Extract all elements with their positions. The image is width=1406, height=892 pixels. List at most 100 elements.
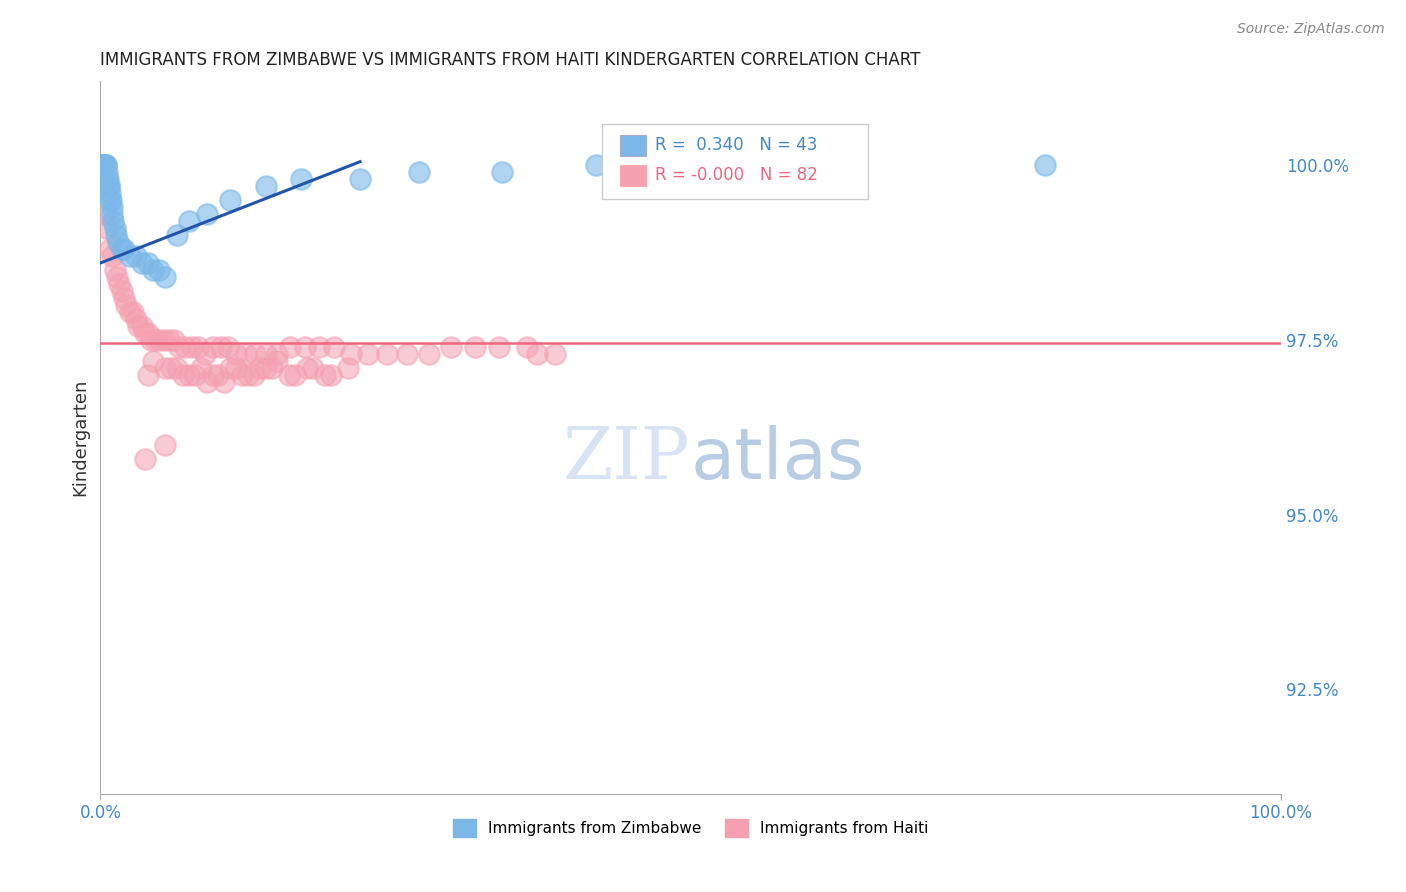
Point	[207, 368, 229, 382]
Point	[585, 158, 607, 172]
Point	[162, 333, 184, 347]
Point	[96, 172, 118, 186]
Y-axis label: Kindergarten: Kindergarten	[72, 379, 89, 496]
Point	[339, 347, 361, 361]
Legend: Immigrants from Zimbabwe, Immigrants from Haiti: Immigrants from Zimbabwe, Immigrants fro…	[447, 813, 934, 844]
Point	[131, 256, 153, 270]
Point	[169, 340, 191, 354]
Point	[142, 354, 165, 368]
Point	[214, 375, 236, 389]
Point	[155, 438, 177, 452]
Point	[110, 242, 132, 256]
Text: R =  0.340   N = 43: R = 0.340 N = 43	[655, 136, 818, 154]
Point	[91, 158, 114, 172]
Point	[319, 368, 342, 382]
Point	[225, 360, 247, 375]
Point	[488, 340, 510, 354]
Point	[108, 277, 131, 291]
Point	[91, 158, 114, 172]
Point	[166, 360, 188, 375]
Point	[195, 207, 218, 221]
Point	[219, 360, 242, 375]
Point	[209, 340, 232, 354]
Point	[266, 347, 288, 361]
Text: atlas: atlas	[690, 425, 865, 493]
Point	[103, 214, 125, 228]
Point	[295, 360, 318, 375]
Point	[243, 347, 266, 361]
Point	[153, 333, 176, 347]
Point	[314, 368, 336, 382]
Point	[290, 172, 312, 186]
FancyBboxPatch shape	[620, 135, 645, 156]
Text: R = -0.000   N = 82: R = -0.000 N = 82	[655, 167, 818, 185]
Point	[190, 360, 212, 375]
Point	[100, 193, 122, 207]
Point	[142, 263, 165, 277]
Point	[105, 270, 128, 285]
Point	[184, 368, 207, 382]
Text: ZIP: ZIP	[564, 424, 690, 494]
Point	[103, 221, 125, 235]
Point	[396, 347, 419, 361]
Point	[544, 347, 567, 361]
Point	[177, 214, 200, 228]
Point	[254, 179, 277, 194]
Point	[125, 249, 148, 263]
Point	[266, 354, 288, 368]
Point	[302, 360, 325, 375]
Point	[375, 347, 398, 361]
Point	[195, 375, 218, 389]
Point	[139, 333, 162, 347]
Point	[243, 368, 266, 382]
Point	[91, 158, 114, 172]
Point	[136, 256, 159, 270]
Point	[408, 165, 430, 179]
Point	[98, 242, 121, 256]
Point	[122, 305, 145, 319]
Point	[104, 228, 127, 243]
Point	[98, 179, 121, 194]
Point	[110, 284, 132, 298]
Point	[177, 368, 200, 382]
Point	[96, 221, 118, 235]
Point	[134, 326, 156, 340]
Point	[131, 318, 153, 333]
Point	[194, 347, 217, 361]
Point	[172, 368, 194, 382]
Point	[254, 347, 277, 361]
Point	[235, 347, 257, 361]
Point	[100, 200, 122, 214]
Point	[236, 368, 259, 382]
Point	[155, 360, 177, 375]
Point	[201, 368, 224, 382]
Point	[166, 228, 188, 243]
Point	[148, 263, 170, 277]
Point	[294, 340, 316, 354]
Point	[93, 158, 115, 172]
Point	[249, 360, 271, 375]
Point	[284, 368, 307, 382]
Point	[225, 347, 247, 361]
Text: Source: ZipAtlas.com: Source: ZipAtlas.com	[1237, 22, 1385, 37]
Point	[115, 298, 138, 312]
Point	[187, 340, 209, 354]
Point	[112, 291, 135, 305]
Point	[349, 172, 371, 186]
Point	[98, 186, 121, 201]
Point	[134, 451, 156, 466]
Point	[1033, 158, 1056, 172]
Point	[127, 318, 149, 333]
Point	[418, 347, 440, 361]
Point	[97, 179, 120, 194]
Point	[491, 165, 513, 179]
Point	[94, 158, 117, 172]
Point	[125, 312, 148, 326]
Point	[217, 340, 239, 354]
Point	[143, 333, 166, 347]
Point	[101, 249, 124, 263]
Point	[357, 347, 380, 361]
Point	[308, 340, 330, 354]
Point	[101, 207, 124, 221]
Point	[100, 193, 122, 207]
